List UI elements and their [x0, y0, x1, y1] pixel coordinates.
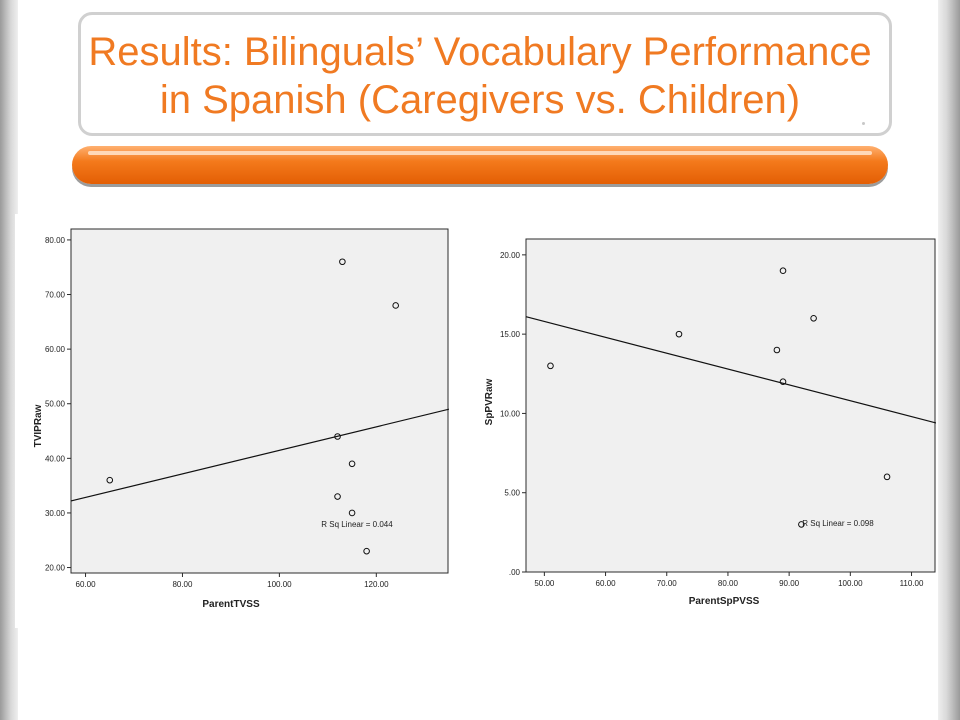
data-point — [392, 302, 399, 309]
data-point — [779, 267, 787, 275]
data-point — [334, 433, 341, 440]
y-tick-label: 10.00 — [500, 409, 521, 418]
r-squared-annotation: R Sq Linear = 0.044 — [321, 520, 393, 529]
data-point — [810, 314, 817, 322]
scatter-chart-parent-sppvss: .00 5.00 10.00 15.00 20.00 50.00 60.00 70.00 80.… — [484, 238, 937, 607]
y-tick-label: 70.00 — [45, 291, 66, 300]
data-point — [883, 473, 891, 481]
y-axis-label: TVIPRaw — [33, 404, 44, 447]
y-tick-label: .00 — [509, 568, 521, 577]
data-point — [547, 362, 554, 370]
y-tick-label: 20.00 — [45, 564, 66, 573]
y-tick-label: 20.00 — [500, 251, 521, 260]
y-axis-label: SpPVRaw — [484, 378, 495, 425]
x-tick-label: 110.00 — [900, 579, 924, 588]
y-tick-label: 50.00 — [45, 400, 66, 409]
title-dot — [862, 122, 865, 125]
data-point — [779, 378, 787, 386]
fit-line — [525, 316, 937, 424]
y-tick-label: 40.00 — [45, 454, 66, 463]
y-tick-label: 30.00 — [45, 509, 66, 518]
data-point — [339, 258, 346, 266]
x-tick-label: 120.00 — [364, 580, 389, 589]
data-point — [106, 476, 114, 484]
right-decorative-stripe — [938, 0, 960, 720]
x-tick-label: 70.00 — [657, 579, 678, 588]
data-point — [363, 547, 370, 555]
data-point — [773, 346, 781, 354]
y-tick-label: 15.00 — [500, 330, 521, 339]
data-point — [348, 509, 356, 517]
x-tick-label: 100.00 — [267, 580, 292, 589]
x-tick-label: 60.00 — [596, 579, 617, 588]
left-decorative-stripe — [0, 0, 18, 720]
data-point — [675, 330, 683, 338]
y-tick-label: 60.00 — [45, 345, 66, 354]
title-accent-highlight — [88, 151, 872, 155]
r-squared-annotation: R Sq Linear = 0.098 — [802, 519, 874, 528]
x-tick-label: 60.00 — [76, 580, 97, 589]
x-axis-label: ParentSpPVSS — [689, 596, 760, 607]
chart-panel-right: .00 5.00 10.00 15.00 20.00 50.00 60.00 70.00 80.… — [464, 222, 937, 624]
fit-line — [70, 408, 450, 502]
title-frame — [78, 12, 892, 136]
x-axis-label: ParentTVSS — [202, 599, 260, 610]
y-tick-label: 80.00 — [45, 236, 66, 245]
scatter-chart-parent-tvss: 20.00 30.00 40.00 50.00 60.00 70.00 80.00 60.00… — [33, 228, 450, 610]
data-point — [334, 493, 341, 500]
x-tick-label: 100.00 — [838, 579, 863, 588]
y-tick-label: 5.00 — [504, 489, 520, 498]
slide-title: Results: Bilinguals’ Vocabulary Performa… — [20, 28, 940, 124]
slide-title-line-2: in Spanish (Caregivers vs. Children) — [159, 78, 801, 122]
data-point — [798, 521, 805, 528]
x-tick-label: 80.00 — [172, 580, 193, 589]
data-point — [348, 460, 356, 468]
x-tick-label: 90.00 — [779, 579, 800, 588]
chart-panel-left: 20.00 30.00 40.00 50.00 60.00 70.00 80.00 60.00… — [15, 214, 450, 628]
slide-title-line-1: Results: Bilinguals’ Vocabulary Performa… — [88, 30, 872, 74]
x-tick-label: 50.00 — [534, 579, 555, 588]
x-tick-label: 80.00 — [718, 579, 739, 588]
plot-area — [70, 228, 449, 574]
